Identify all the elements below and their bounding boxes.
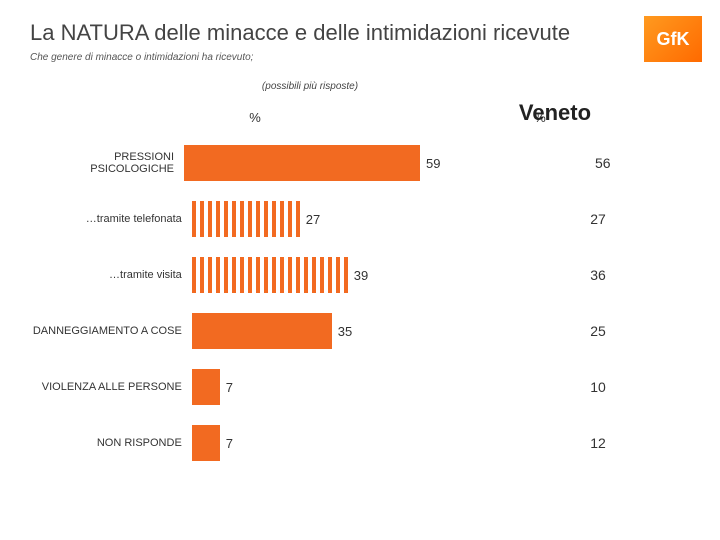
chart-row: PRESSIONI PSICOLOGICHE 59 56 xyxy=(30,135,690,191)
multiple-answers-note: (possibili più risposte) xyxy=(170,81,450,92)
veneto-value: 25 xyxy=(506,323,690,339)
bar xyxy=(184,145,420,181)
row-label: …tramite telefonata xyxy=(30,213,192,225)
veneto-value: 36 xyxy=(506,267,690,283)
row-label: NON RISPONDE xyxy=(30,437,192,449)
row-label: PRESSIONI PSICOLOGICHE xyxy=(30,151,184,175)
bar-zone: 59 xyxy=(184,145,440,181)
bar xyxy=(192,201,300,237)
row-label: …tramite visita xyxy=(30,269,192,281)
bar-value: 59 xyxy=(426,156,440,171)
percent-header-left: % xyxy=(30,110,340,125)
chart-row: …tramite visita 39 36 xyxy=(30,247,690,303)
page-subtitle: Che genere di minacce o intimidazioni ha… xyxy=(30,52,690,63)
chart-row: VIOLENZA ALLE PERSONE 7 10 xyxy=(30,359,690,415)
veneto-header: Veneto xyxy=(455,100,655,126)
veneto-value: 27 xyxy=(506,211,690,227)
veneto-value: 12 xyxy=(506,435,690,451)
bar-value: 7 xyxy=(226,436,233,451)
bar-value: 35 xyxy=(338,324,352,339)
row-label: DANNEGGIAMENTO A COSE xyxy=(30,325,192,337)
bar xyxy=(192,369,220,405)
page-title: La NATURA delle minacce e delle intimida… xyxy=(30,20,690,46)
bar xyxy=(192,313,332,349)
bar xyxy=(192,257,348,293)
chart-row: …tramite telefonata 27 27 xyxy=(30,191,690,247)
bar-zone: 35 xyxy=(192,313,431,349)
bar-zone: 39 xyxy=(192,257,431,293)
bar-value: 39 xyxy=(354,268,368,283)
bar-value: 27 xyxy=(306,212,320,227)
row-label: VIOLENZA ALLE PERSONE xyxy=(30,381,192,393)
chart-row: NON RISPONDE 7 12 xyxy=(30,415,690,471)
veneto-value: 10 xyxy=(506,379,690,395)
bar-zone: 7 xyxy=(192,425,431,461)
gfk-logo: GfK xyxy=(644,16,702,62)
bar-zone: 27 xyxy=(192,201,431,237)
bar xyxy=(192,425,220,461)
chart-area: PRESSIONI PSICOLOGICHE 59 56 …tramite telef… xyxy=(30,135,690,471)
bar-value: 7 xyxy=(226,380,233,395)
veneto-value: 56 xyxy=(515,155,690,171)
bar-zone: 7 xyxy=(192,369,431,405)
chart-row: DANNEGGIAMENTO A COSE 35 25 xyxy=(30,303,690,359)
